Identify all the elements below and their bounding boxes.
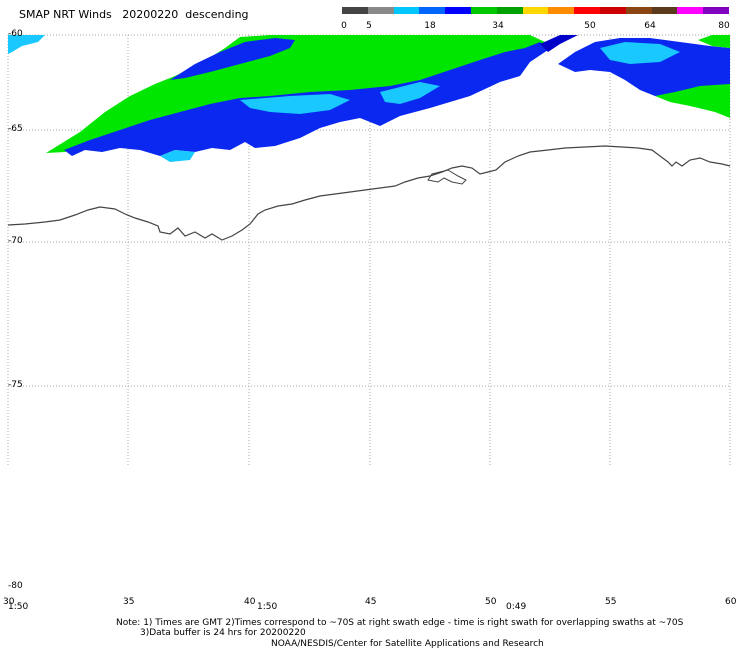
- colorbar-tick-label: 80: [718, 21, 730, 31]
- lon-label-55: 55: [605, 597, 617, 607]
- lat-label-75: -75: [8, 380, 23, 390]
- lat-label-65: -65: [8, 124, 23, 134]
- swath-blue-sliver: [540, 35, 578, 52]
- colorbar-segment: [496, 7, 524, 14]
- map-title: SMAP NRT Winds 20200220 descending: [19, 8, 249, 21]
- colorbar-segment: [651, 7, 678, 14]
- colorbar-segment: [600, 7, 627, 14]
- note-line-2: 3)Data buffer is 24 hrs for 20200220: [140, 628, 306, 638]
- colorbar-segment: [419, 7, 446, 14]
- note-line-1: Note: 1) Times are GMT 2)Times correspon…: [116, 618, 684, 628]
- coastline-inlet: [427, 169, 467, 185]
- time-label-2: 1:50: [257, 602, 278, 612]
- lon-label-50: 50: [485, 597, 497, 607]
- swath-green-right-lower: [655, 84, 730, 118]
- lon-label-35: 35: [123, 597, 135, 607]
- wind-swaths: [8, 35, 730, 162]
- lat-label-60: -60: [8, 29, 23, 39]
- colorbar-segment: [393, 7, 420, 14]
- swath-green-right: [698, 35, 730, 48]
- swath-cyan-mid2: [380, 82, 440, 104]
- colorbar-tick-label: 18: [424, 21, 436, 31]
- lon-label-30: 30: [3, 597, 15, 607]
- colorbar-segment: [574, 7, 601, 14]
- lon-label-40: 40: [244, 597, 256, 607]
- colorbar-tick-label: 5: [366, 21, 372, 31]
- swath-cyan-lower: [160, 150, 195, 162]
- time-label-1: 1:50: [8, 602, 29, 612]
- swath-cyan-mid: [240, 94, 350, 114]
- swath-cyan-topleft: [8, 35, 45, 54]
- colorbar-segment: [548, 7, 575, 14]
- colorbar-segment: [522, 7, 549, 14]
- lon-label-45: 45: [365, 597, 377, 607]
- colorbar-segment: [703, 7, 730, 14]
- lat-label-70: -70: [8, 236, 23, 246]
- note-line-3: NOAA/NESDIS/Center for Satellite Applica…: [271, 639, 544, 649]
- swath-cyan-right: [600, 42, 680, 64]
- lon-label-60: 60: [725, 597, 737, 607]
- colorbar-segment: [625, 7, 653, 14]
- swath-blue-top: [170, 38, 295, 80]
- colorbar-tick-label: 64: [644, 21, 656, 31]
- colorbar-tick-label: 50: [584, 21, 596, 31]
- time-label-3: 0:49: [506, 602, 527, 612]
- coastline: [7, 145, 731, 241]
- colorbar-segment: [367, 7, 395, 14]
- colorbar-segment: [342, 7, 369, 14]
- colorbar-tick-label: 34: [492, 21, 504, 31]
- colorbar-segment: [471, 7, 498, 14]
- colorbar-segment: [445, 7, 472, 14]
- colorbar-segment: [677, 7, 704, 14]
- colorbar-tick-label: 0: [341, 21, 347, 31]
- lat-label-80: -80: [8, 581, 23, 591]
